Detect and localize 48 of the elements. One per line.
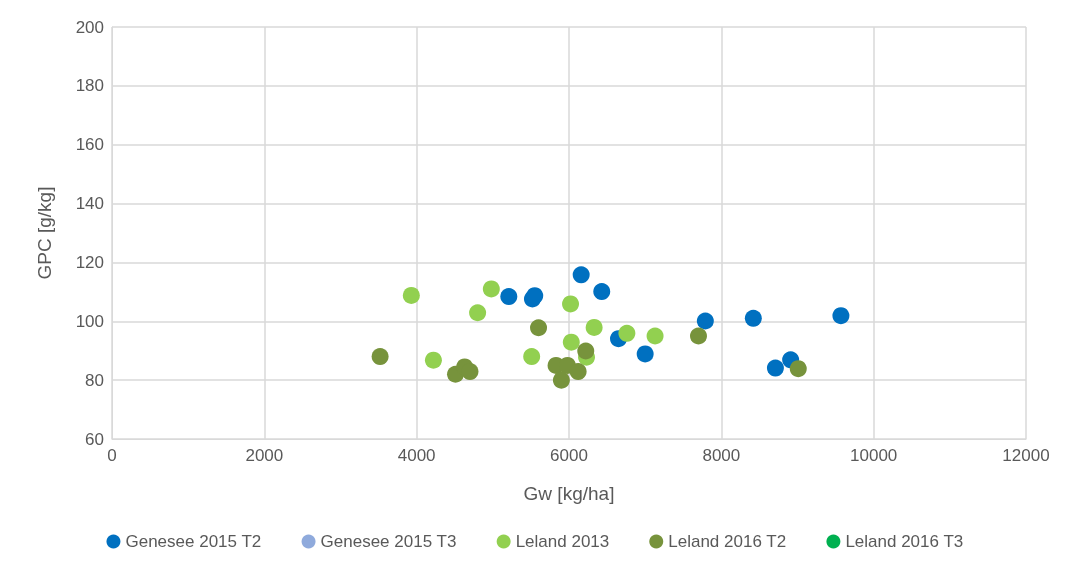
point [530,319,548,337]
y-tick-label: 180 [75,76,104,96]
point [636,345,654,363]
legend-label: Leland 2013 [515,532,610,551]
point [618,324,636,342]
point [744,309,762,327]
y-tick-label: 60 [85,429,104,449]
point [646,327,664,345]
point [577,342,595,360]
point [593,283,611,301]
x-tick-label: 2000 [245,446,284,465]
point [482,280,500,298]
y-tick-label: 100 [75,311,104,331]
x-tick-label: 12000 [1002,446,1050,465]
x-tick-label: 8000 [702,446,741,465]
point [424,351,442,369]
point [585,318,603,336]
legend-label: Leland 2016 T2 [668,532,787,551]
point [371,348,389,366]
point [789,360,807,378]
point [569,363,587,381]
y-tick-label: 140 [75,194,104,214]
point [402,286,420,304]
y-tick-label: 200 [75,17,104,37]
point [832,307,850,325]
x-tick-label: 10000 [850,446,898,465]
point [696,312,714,330]
y-tick-label: 120 [75,252,104,272]
point [552,371,570,389]
point [500,288,518,306]
legend-label: Genesee 2015 T3 [320,532,457,551]
point [766,359,784,377]
x-tick-label: 4000 [397,446,436,465]
point [562,295,580,313]
y-tick-label: 80 [85,370,104,390]
y-tick-label: 160 [75,135,104,155]
point [690,327,707,345]
point [469,304,487,322]
point [562,333,580,351]
x-axis-title: Gw [kg/ha] [523,483,615,504]
x-tick-label: 6000 [550,446,588,465]
point [523,348,541,366]
point [572,266,590,284]
legend-label: Genesee 2015 T2 [125,532,262,551]
legend-label: Leland 2016 T3 [845,532,964,551]
y-axis-title: GPC [g/kg] [34,186,55,280]
x-tick-label: 0 [107,446,117,465]
point [461,363,479,381]
